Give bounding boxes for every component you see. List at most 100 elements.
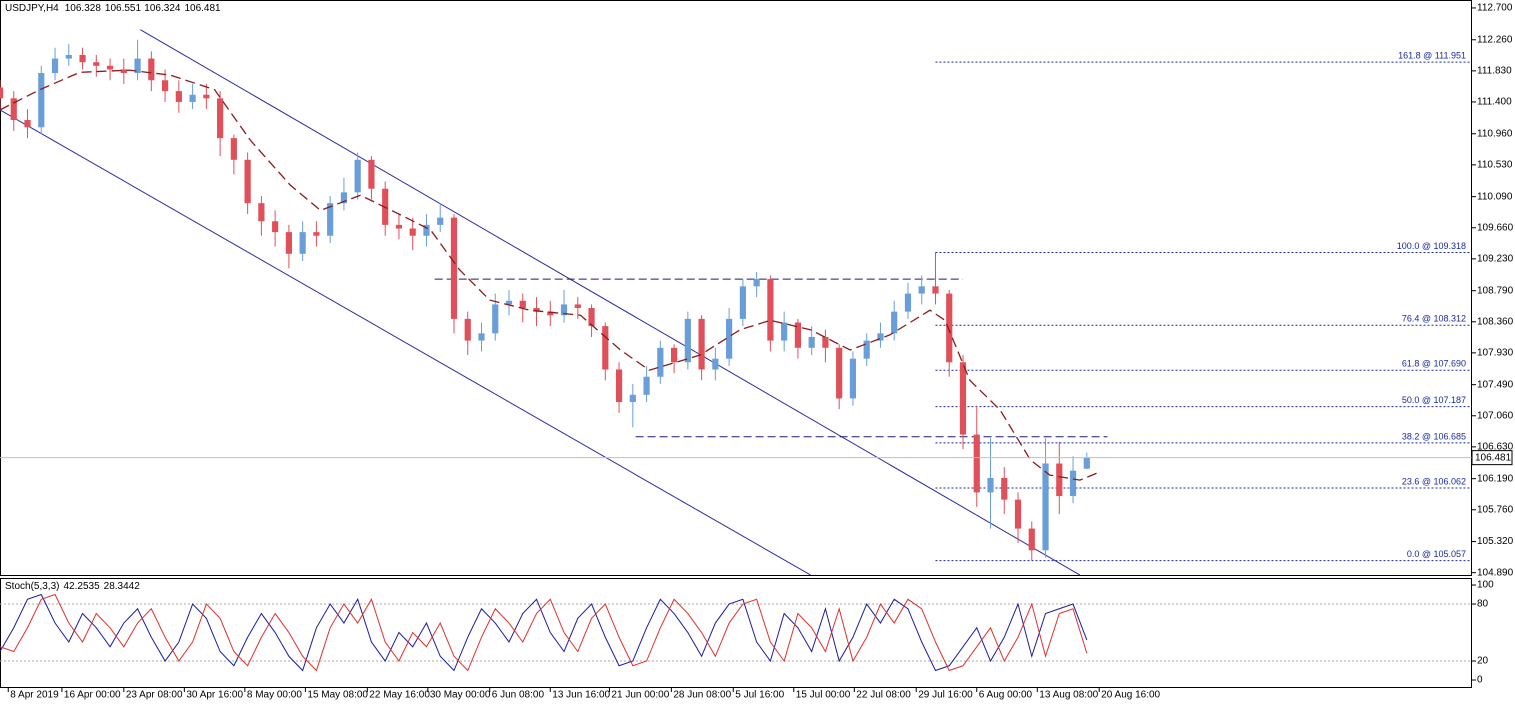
candle-body [836, 347, 843, 399]
candle-body [409, 228, 416, 236]
candle-body [519, 300, 526, 309]
indicator-name: Stoch(5,3,3) [5, 581, 59, 592]
candle-body [464, 318, 471, 341]
y-tick-label: 106.190 [1477, 473, 1514, 484]
candle-body [904, 293, 912, 312]
candle-body [272, 221, 279, 233]
chart-header: USDJPY,H4 106.328 106.551 106.324 106.481 [5, 3, 221, 14]
candle-body [1001, 477, 1008, 500]
y-tick-label: 106.630 [1477, 442, 1514, 453]
y-tick-label: 110.090 [1477, 191, 1513, 202]
candle-body [629, 394, 636, 403]
high-value: 106.551 [105, 3, 142, 14]
candle-body [93, 62, 100, 66]
indicator-y-tick-label: 20 [1477, 656, 1489, 667]
candle-body [1028, 528, 1035, 551]
indicator-y-tick-label: 80 [1477, 599, 1489, 610]
candle-body [217, 98, 224, 139]
candle-body [891, 311, 898, 334]
y-tick-label: 107.490 [1477, 379, 1514, 390]
indicator-header: Stoch(5,3,3) 42.2535 28.3442 [5, 581, 140, 592]
fib-label: 76.4 @ 108.312 [1402, 314, 1466, 324]
candle-body [120, 69, 127, 74]
candle-body [51, 58, 59, 74]
candle-body [79, 54, 86, 63]
y-tick-label: 108.360 [1477, 316, 1514, 327]
stochastic-line [0, 593, 1088, 672]
candle-body [450, 217, 458, 319]
y-tick-label: 109.660 [1477, 222, 1514, 233]
candle-body [478, 333, 485, 341]
y-tick-label: 112.260 [1477, 34, 1513, 45]
close-value: 106.481 [184, 3, 221, 14]
channel-line [140, 29, 1081, 576]
fib-label: 100.0 @ 109.318 [1397, 241, 1466, 251]
current-price-label: 106.481 [1475, 452, 1512, 463]
indicator-y-tick-label: 100 [1477, 580, 1494, 591]
candle-body [1056, 463, 1063, 497]
candle-body [230, 138, 237, 160]
candle-body [1069, 470, 1077, 497]
candle-body [781, 322, 788, 341]
candle-body [340, 192, 348, 204]
candle-body [753, 279, 760, 287]
candle-body [161, 80, 169, 92]
x-tick-label: 28 Jun 08:00 [673, 690, 731, 701]
y-tick-label: 107.060 [1477, 410, 1514, 421]
candle-body [932, 286, 939, 294]
candle-body [285, 232, 292, 254]
candle-body [0, 87, 4, 99]
x-tick-label: 8 May 00:00 [247, 690, 302, 701]
candle-body [189, 94, 196, 102]
x-tick-label: 30 Apr 16:00 [186, 690, 243, 701]
candle-body [808, 336, 815, 348]
x-tick-label: 29 Jul 16:00 [918, 690, 973, 701]
x-tick-label: 22 Jul 08:00 [856, 690, 911, 701]
candle-body [437, 217, 444, 225]
candle-body [24, 120, 31, 128]
open-value: 106.328 [65, 3, 102, 14]
current-price-box [1471, 450, 1513, 466]
candle-body [203, 94, 210, 99]
channel-line [0, 109, 811, 576]
candle-body [1014, 499, 1022, 529]
candle-body [547, 311, 554, 316]
y-tick-label: 109.230 [1477, 254, 1514, 265]
candle-body [560, 304, 568, 316]
candle-body [258, 203, 265, 222]
candle-body [327, 203, 334, 236]
fib-label: 38.2 @ 106.685 [1402, 431, 1466, 441]
main-panel-border [0, 0, 1472, 576]
fib-label: 23.6 @ 106.062 [1402, 476, 1466, 486]
y-tick-label: 105.760 [1477, 504, 1514, 515]
candle-body [615, 369, 623, 403]
candle-body [863, 340, 870, 359]
x-tick-label: 22 May 16:00 [369, 690, 430, 701]
y-tick-label: 105.320 [1477, 536, 1514, 547]
candle-body [244, 159, 251, 204]
candle-body [423, 224, 430, 236]
x-tick-label: 6 Jun 08:00 [492, 690, 545, 701]
candle-body [684, 318, 691, 363]
candle-body [726, 318, 733, 359]
candle-body [38, 73, 45, 128]
fib-label: 50.0 @ 107.187 [1402, 395, 1466, 405]
y-tick-label: 107.930 [1477, 348, 1514, 359]
candle-body [767, 279, 774, 341]
candle-body [65, 54, 72, 59]
candle-body [987, 477, 994, 493]
candle-body [877, 333, 884, 341]
candle-body [574, 304, 581, 309]
low-value: 106.324 [144, 3, 181, 14]
x-tick-label: 23 Apr 08:00 [126, 690, 183, 701]
y-tick-label: 110.530 [1477, 160, 1513, 171]
candle-body [657, 347, 664, 377]
candle-body [588, 308, 595, 327]
candle-body [395, 224, 403, 229]
x-tick-label: 15 May 08:00 [307, 690, 368, 701]
candle-body [1083, 457, 1090, 469]
candle-body [1042, 463, 1049, 551]
candle-body [368, 159, 375, 189]
y-tick-label: 108.790 [1477, 285, 1514, 296]
x-tick-label: 6 Aug 00:00 [979, 690, 1033, 701]
